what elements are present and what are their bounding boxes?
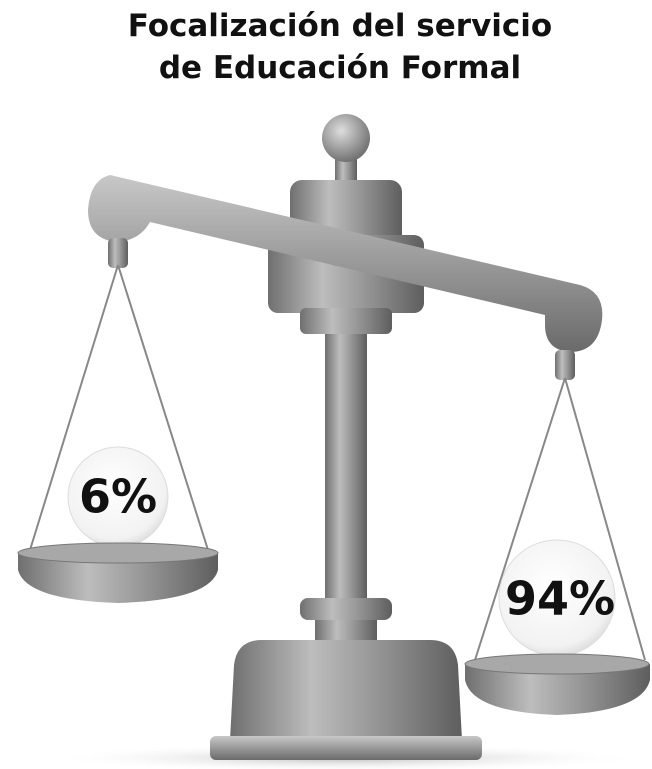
pan-label: 6%	[79, 470, 157, 524]
title-line: Focalización del servicio	[128, 8, 552, 44]
scale	[17, 114, 650, 769]
title-line: de Educación Formal	[159, 50, 521, 86]
pan-label: 94%	[505, 572, 615, 626]
